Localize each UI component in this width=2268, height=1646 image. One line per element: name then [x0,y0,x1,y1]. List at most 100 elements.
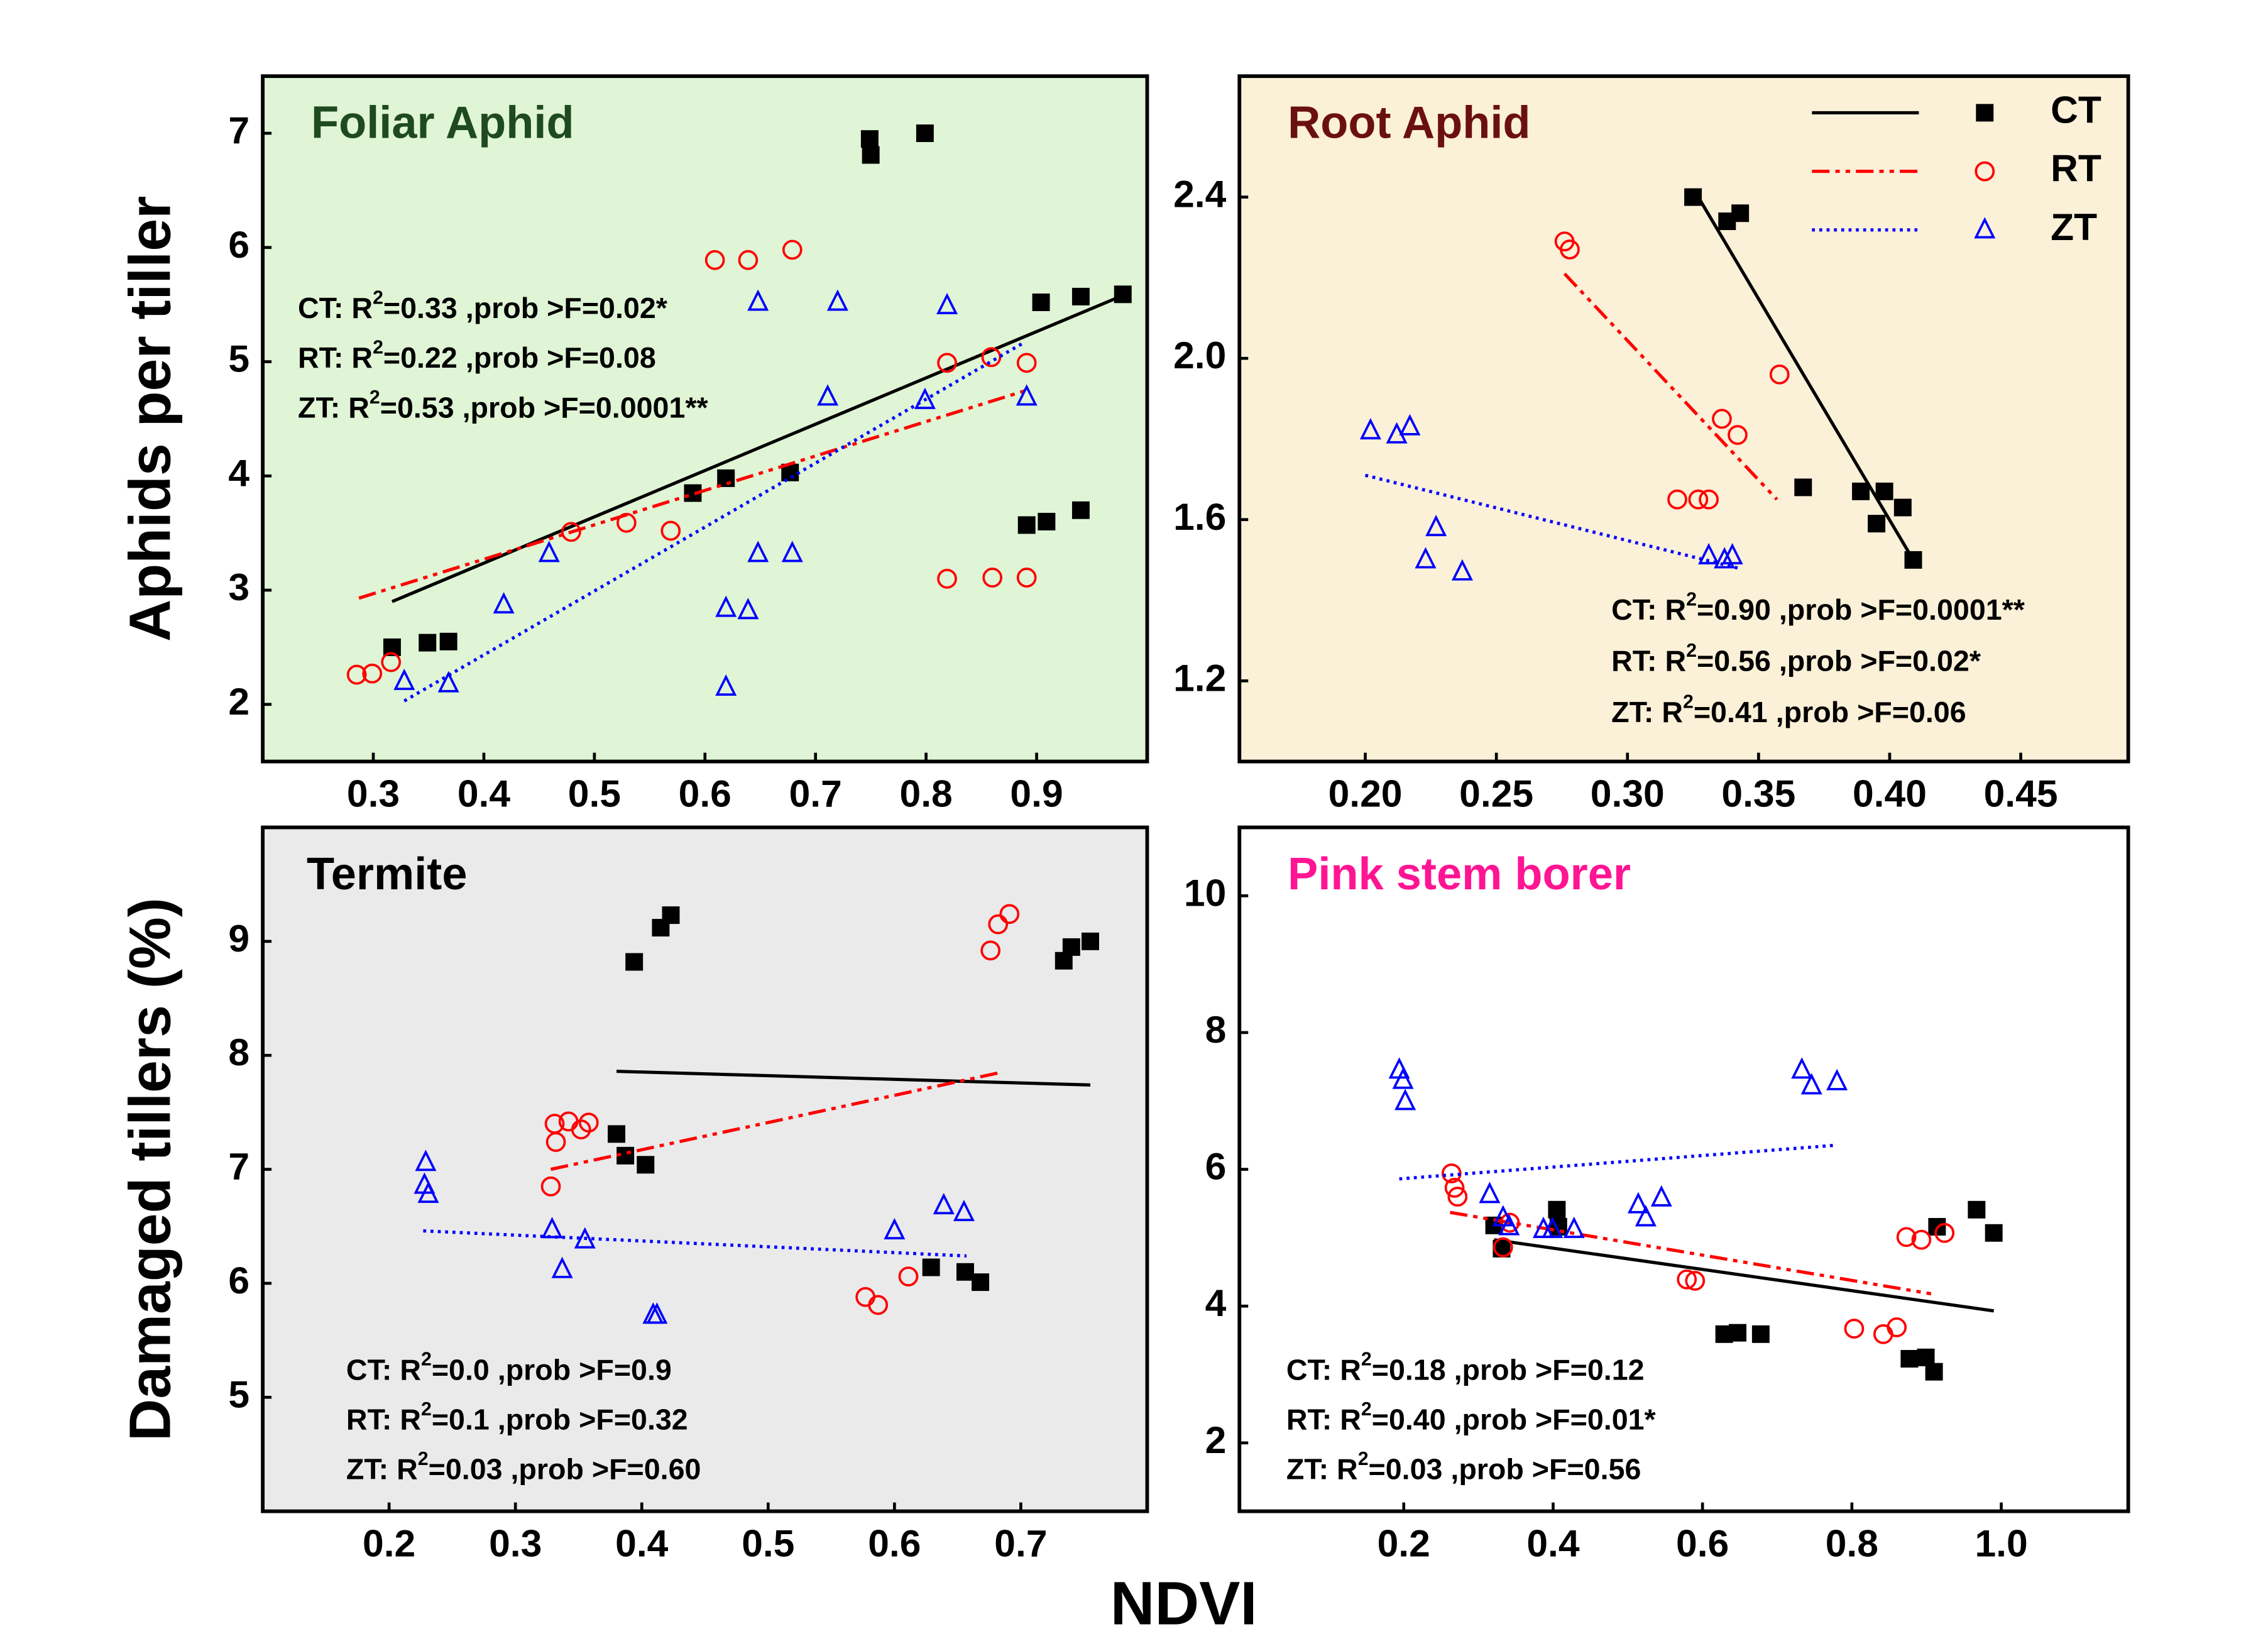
y-tick-label: 2.0 [1173,334,1226,376]
x-tick-label: 0.8 [1826,1522,1878,1565]
point [1887,1317,1907,1337]
annotation: CT: R2=0.33 ,prob >F=0.02* [298,287,668,324]
point [999,904,1020,925]
x-tick-label: 0.4 [1526,1522,1580,1565]
point [1852,482,1870,500]
point [544,1114,565,1134]
x-axis-label: NDVI [1110,1568,1257,1637]
legend-label: RT [2051,147,2101,190]
point [937,353,957,373]
point [437,671,459,693]
x-tick-label: 0.25 [1459,772,1533,815]
point [782,239,803,260]
plot-frame [261,825,1149,1513]
point [936,292,958,314]
annotation-text: RT: R [1286,1403,1361,1436]
plot-frame [1237,825,2130,1513]
y-tick-label: 6 [1205,1145,1227,1188]
point [1017,516,1036,534]
y-tick-label: 8 [1205,1008,1227,1051]
annotation-sup: 2 [1683,691,1694,712]
point [1071,501,1090,519]
point [1968,1200,1986,1219]
point [738,250,759,270]
x-tick-label: 0.4 [615,1522,669,1565]
x-tick-label: 0.30 [1591,772,1665,815]
point [937,568,957,589]
annotation-text: CT: R [298,292,373,324]
y-tick-label: 8 [228,1031,249,1073]
x-tick-label: 0.35 [1721,772,1795,815]
point [540,1176,561,1197]
annotation: ZT: R2=0.53 ,prob >F=0.0001** [298,387,708,424]
point [982,568,1003,588]
point [1685,1271,1706,1291]
point [1399,414,1421,436]
point [578,1112,599,1133]
plot-background [1239,827,2128,1512]
point [393,668,415,690]
point [1425,515,1447,537]
annotation: RT: R2=0.56 ,prob >F=0.02* [1611,640,1981,678]
fit-line [550,1070,1001,1171]
legend-marker [1975,161,1995,182]
point [1985,1224,2003,1242]
x-tick-label: 0.9 [1010,772,1063,815]
x-tick-label: 0.20 [1328,772,1403,815]
annotation-text: =0.90 ,prob >F=0.0001** [1697,593,2025,626]
y-tick-label: 5 [228,1373,249,1415]
x-tick-label: 0.5 [742,1522,794,1565]
annotation-text: =0.41 ,prob >F=0.06 [1694,696,1966,728]
y-tick-label: 2 [1205,1418,1227,1461]
point [1844,1319,1865,1339]
point [817,384,839,406]
point [608,1125,626,1143]
annotation-text: =0.03 ,prob >F=0.60 [429,1453,701,1486]
point [1731,204,1750,222]
point [868,1295,889,1315]
point [1493,1237,1513,1258]
point [1925,1363,1943,1381]
fit-line [1450,1210,1932,1296]
annotation-text: RT: R [1611,645,1686,678]
x-tick-label: 0.3 [489,1522,542,1565]
point [884,1218,906,1240]
point [1911,1229,1932,1250]
x-tick-label: 0.6 [868,1522,921,1565]
point [417,1181,439,1203]
x-tick-label: 0.7 [789,772,842,815]
y-tick-label: 1.6 [1173,495,1226,538]
fit-line [616,1070,1091,1087]
x-tick-label: 0.45 [1984,772,2058,815]
y-tick-label: 7 [228,109,249,151]
y-tick-label: 2 [228,680,249,723]
annotation-text: =0.03 ,prob >F=0.56 [1369,1453,1641,1486]
point [860,130,879,148]
y-tick-label: 10 [1184,871,1226,914]
point [1627,1192,1649,1214]
fit-line [403,341,1026,703]
annotation-text: =0.18 ,prob >F=0.12 [1372,1354,1645,1386]
fit-line [1563,272,1778,501]
point [1016,568,1037,588]
panel-title: Foliar Aphid [311,97,574,148]
point [737,598,759,620]
point [953,1199,975,1221]
point [1394,1089,1416,1111]
point [898,1266,919,1287]
point [415,1149,437,1171]
point [1548,1200,1566,1219]
annotation-text: RT: R [298,342,373,375]
point [1800,1073,1822,1095]
point [1635,1205,1657,1227]
point [1714,547,1736,569]
fit-line [1494,1238,1995,1313]
plot-background [263,76,1148,762]
x-tick-label: 0.6 [679,772,731,815]
fit-line [1697,196,1915,561]
x-tick-label: 0.8 [900,772,953,815]
point [1016,353,1037,373]
point [1934,1222,1955,1243]
point [826,289,848,311]
